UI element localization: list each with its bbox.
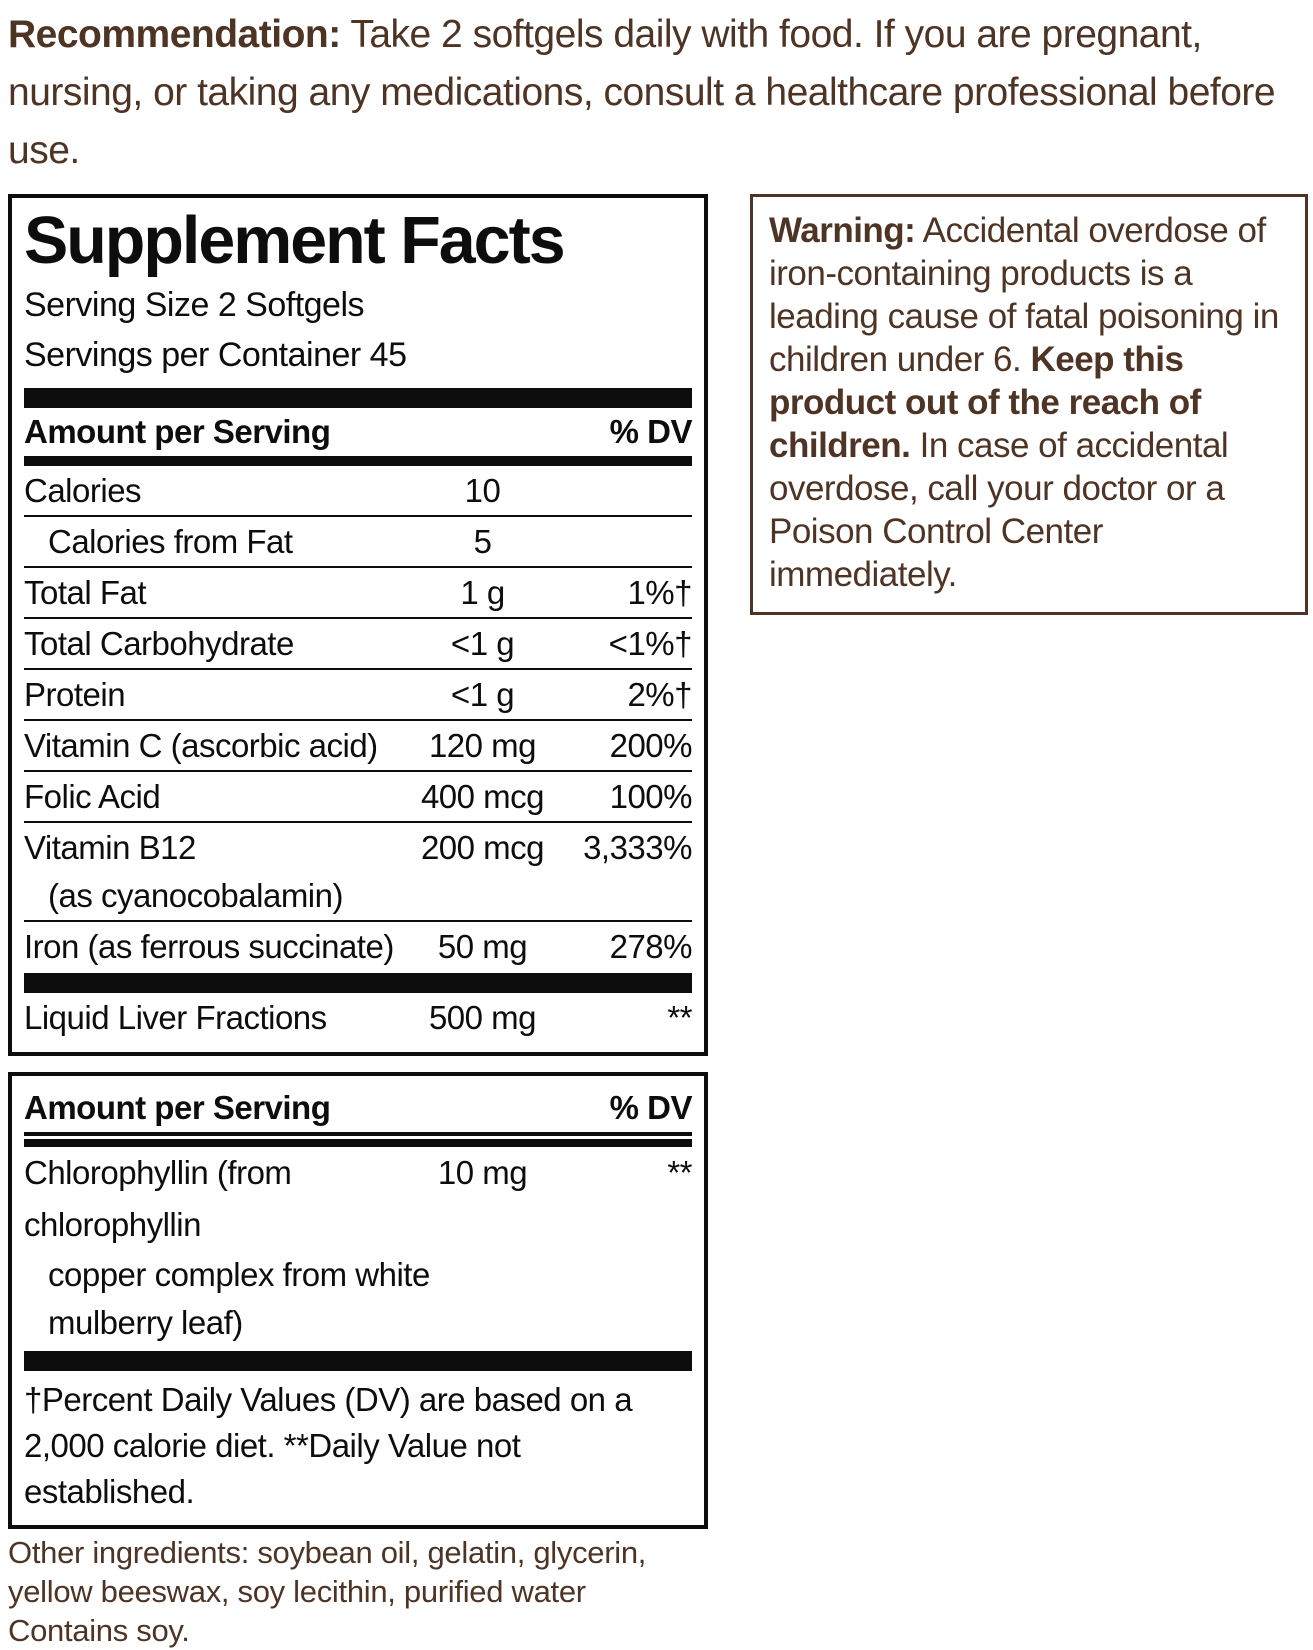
label-columns: Supplement Facts Serving Size 2 Softgels… [8,194,1308,1650]
daily-value-footnote: †Percent Daily Values (DV) are based on … [24,1381,633,1510]
nutrient-amount: 120 mg [428,726,537,764]
nutrient-dv: 278% [609,927,693,965]
amount-per-serving-header-2: Amount per Serving % DV [24,1084,693,1132]
warning-emphasis: Keep this product out of the reach of ch… [769,340,1201,465]
row-divider [24,668,692,670]
nutrient-amount: <1 g [450,624,515,662]
row-divider [24,920,692,922]
other-ingredients-text: Other ingredients: soybean oil, gelatin,… [8,1535,647,1609]
warning-label: Warning: [769,211,916,250]
divider-bar-thick [24,1351,692,1371]
nutrient-name: Chlorophyllin (from chlorophyllin [24,1154,292,1243]
nutrient-row-calories-from-fat: Calories from Fat 5 [24,517,692,566]
nutrient-row-folic-acid: Folic Acid 400 mcg 100% [24,772,693,821]
nutrient-amount: 10 [464,471,501,509]
nutrient-name: Calories from Fat [48,522,293,560]
nutrient-amount: 1 g [460,573,505,611]
nutrient-row-iron: Iron (as ferrous succinate) 50 mg 278% [24,922,693,971]
nutrient-name: Total Carbohydrate [24,624,294,662]
row-divider [24,719,692,721]
nutrient-dv: ** [667,998,692,1036]
warning-box: Warning: Accidental overdose of iron-con… [750,194,1308,615]
recommendation-label: Recommendation: [8,13,341,56]
divider-bar-double [24,1132,692,1147]
nutrient-row-vitamin-c: Vitamin C (ascorbic acid) 120 mg 200% [24,721,693,770]
supplement-facts-title: Supplement Facts [24,203,566,278]
contains-allergen-text: Contains soy. [8,1613,190,1648]
secondary-facts-panel: Amount per Serving % DV Chlorophyllin (f… [8,1072,708,1529]
nutrient-amount: 5 [473,522,492,560]
nutrient-row-total-fat: Total Fat 1 g 1%† [24,568,693,617]
warning-body-2: In case of accidental overdose, call you… [769,426,1229,594]
warning-column: Warning: Accidental overdose of iron-con… [750,194,1308,615]
recommendation-body: Take 2 softgels daily with food. If you … [8,13,1276,172]
nutrient-dv: 2%† [627,675,692,713]
row-divider [24,566,692,568]
serving-size: Serving Size 2 Softgels [24,286,365,324]
nutrient-name: Calories [24,471,142,509]
nutrient-name: Folic Acid [24,777,161,815]
nutrient-row-chlorophyllin: Chlorophyllin (from chlorophyllin 10 mg … [24,1147,693,1251]
supplement-facts-panel: Supplement Facts Serving Size 2 Softgels… [8,194,708,1056]
nutrient-amount: 50 mg [437,927,528,965]
amount-per-serving-header: Amount per Serving % DV [24,408,693,456]
row-divider [24,821,692,823]
nutrient-name-continued: copper complex from white [48,1256,430,1293]
nutrient-dv: 200% [609,726,693,764]
nutrient-amount: 10 mg [437,1154,528,1191]
nutrient-amount: 200 mcg [420,828,545,866]
nutrient-name-continued: (as cyanocobalamin) [48,877,343,914]
nutrient-dv: 1%† [627,573,692,611]
percent-dv-label: % DV [609,1089,693,1126]
nutrient-row-protein: Protein <1 g 2%† [24,670,693,719]
nutrient-name: Vitamin B12 [24,828,196,866]
nutrient-name: Vitamin C (ascorbic acid) [24,726,378,764]
nutrient-dv: ** [667,1154,692,1191]
row-divider [24,770,692,772]
nutrient-amount: 400 mcg [420,777,545,815]
nutrient-name: Liquid Liver Fractions [24,998,327,1036]
nutrient-name: Iron (as ferrous succinate) [24,927,394,965]
divider-bar-thick [24,973,692,993]
row-divider [24,617,692,619]
facts-column: Supplement Facts Serving Size 2 Softgels… [8,194,708,1650]
divider-bar-thick [24,388,692,408]
nutrient-name-continued: mulberry leaf) [48,1304,243,1341]
nutrient-amount: 500 mg [428,998,537,1036]
nutrient-dv: <1%† [608,624,693,662]
nutrient-row-liquid-liver-fractions: Liquid Liver Fractions 500 mg ** [24,993,693,1042]
nutrient-row-calories: Calories 10 [24,466,692,515]
nutrient-row-vitamin-b12: Vitamin B12 200 mcg 3,333% [24,823,693,872]
row-divider [24,515,692,517]
nutrient-name: Protein [24,675,126,713]
servings-per-container: Servings per Container 45 [24,336,407,374]
amount-per-serving-label: Amount per Serving [24,1089,331,1126]
nutrient-amount: <1 g [450,675,515,713]
divider-bar-medium [24,456,692,466]
nutrient-dv: 100% [609,777,693,815]
amount-per-serving-label: Amount per Serving [24,413,331,450]
warning-body-1: Accidental overdose of iron-containing p… [769,211,1279,379]
nutrient-dv: 3,333% [583,828,692,866]
recommendation-text: Recommendation: Take 2 softgels daily wi… [8,6,1298,180]
nutrient-name: Total Fat [24,573,147,611]
percent-dv-label: % DV [609,413,693,450]
nutrient-row-total-carbohydrate: Total Carbohydrate <1 g <1%† [24,619,693,668]
